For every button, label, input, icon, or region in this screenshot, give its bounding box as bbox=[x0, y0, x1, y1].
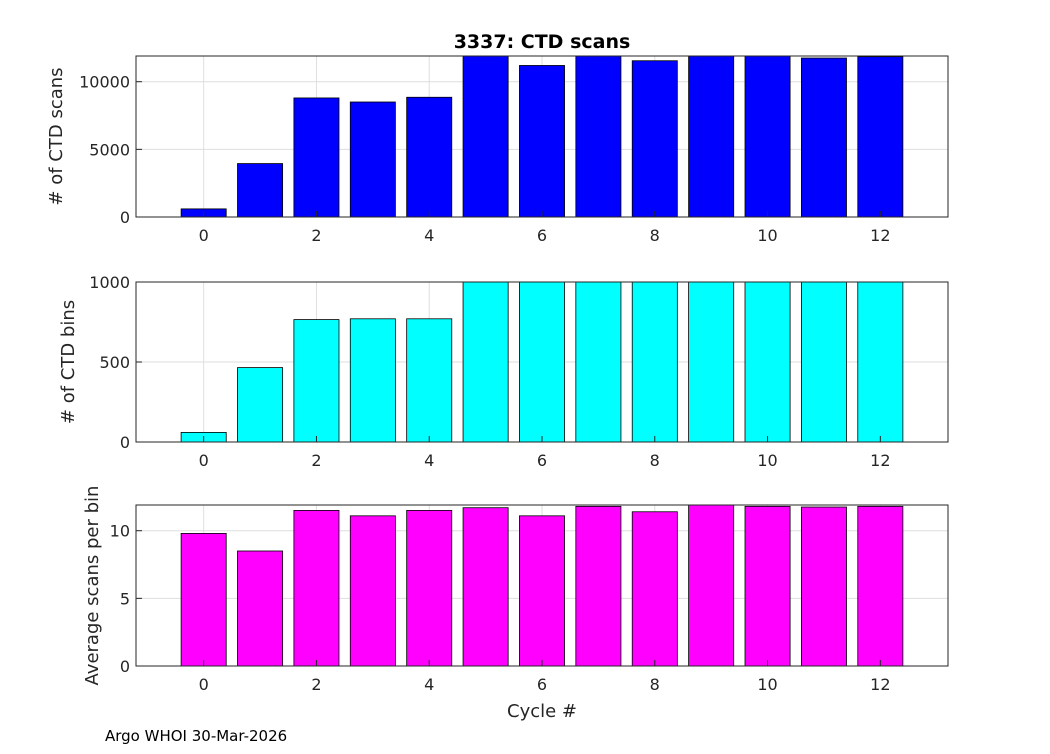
scans-x-tick-label: 2 bbox=[311, 226, 321, 245]
x-axis-label: Cycle # bbox=[507, 701, 577, 722]
bins-x-tick-label: 0 bbox=[199, 451, 209, 470]
average-bar bbox=[800, 506, 847, 667]
average-bar bbox=[575, 505, 622, 667]
bins-bar bbox=[575, 281, 622, 443]
bins-x-tick-label: 12 bbox=[870, 451, 890, 470]
scans-x-tick-label: 8 bbox=[650, 226, 660, 245]
scans-y-tick-label: 0 bbox=[120, 208, 130, 227]
bins-bar bbox=[519, 281, 565, 443]
bins-x-tick-label: 2 bbox=[311, 451, 321, 470]
bins-bar bbox=[349, 318, 396, 443]
average-bar bbox=[744, 505, 791, 667]
scans-x-tick-label: 6 bbox=[537, 226, 547, 245]
footer-credit: Argo WHOI 30-Mar-2026 bbox=[105, 727, 287, 745]
scans-bar bbox=[462, 55, 509, 218]
scans-panel: 0 2 4 6 8 10 12 0 5000 10000 # of CTD scans 3337:… bbox=[46, 31, 949, 245]
average-bar bbox=[180, 533, 227, 667]
bins-bar bbox=[237, 367, 284, 443]
scans-x-tick-label: 10 bbox=[757, 226, 777, 245]
bins-x-tick-label: 4 bbox=[424, 451, 434, 470]
bins-y-axis-label: # of CTD bins bbox=[58, 300, 79, 424]
average-x-tick-label: 4 bbox=[424, 675, 434, 694]
bins-bar bbox=[406, 318, 453, 443]
scans-y-tick-label: 5000 bbox=[89, 140, 130, 159]
scans-bar bbox=[519, 65, 565, 218]
scans-x-tick-label: 12 bbox=[870, 226, 890, 245]
bins-y-tick-label: 1000 bbox=[89, 273, 130, 292]
average-y-axis-label: Average scans per bin bbox=[82, 486, 103, 686]
scans-y-axis-label: # of CTD scans bbox=[46, 67, 67, 205]
average-x-tick-label: 6 bbox=[537, 675, 547, 694]
average-bar bbox=[462, 507, 509, 667]
bins-y-tick-label: 0 bbox=[120, 433, 130, 452]
scans-ticks: 0 2 4 6 8 10 12 0 5000 10000 bbox=[79, 73, 890, 245]
scans-bar bbox=[293, 97, 340, 218]
average-bar bbox=[293, 510, 340, 667]
scans-y-tick-label: 10000 bbox=[79, 73, 130, 92]
bins-y-tick-label: 500 bbox=[99, 353, 130, 372]
average-bars bbox=[180, 504, 904, 667]
scans-bar bbox=[800, 57, 847, 218]
average-x-tick-label: 2 bbox=[311, 675, 321, 694]
bins-x-tick-label: 6 bbox=[537, 451, 547, 470]
average-bar bbox=[349, 515, 396, 667]
bins-x-tick-label: 8 bbox=[650, 451, 660, 470]
bins-bar bbox=[293, 319, 340, 443]
scans-x-tick-label: 4 bbox=[424, 226, 434, 245]
average-bar bbox=[237, 550, 284, 667]
scans-bar bbox=[575, 55, 622, 218]
scans-bar bbox=[349, 101, 396, 218]
bins-bar bbox=[688, 281, 735, 443]
bins-bar bbox=[857, 281, 904, 443]
bins-bar bbox=[800, 281, 847, 443]
average-panel: 0 2 4 6 8 10 12 0 5 10 Average scans per bin Cycl… bbox=[82, 486, 949, 722]
scans-bar bbox=[688, 55, 735, 218]
bins-bar bbox=[462, 281, 509, 443]
scans-bar bbox=[406, 96, 453, 218]
scans-x-tick-label: 0 bbox=[199, 226, 209, 245]
bins-bars bbox=[180, 281, 904, 443]
scans-bar bbox=[237, 163, 284, 218]
average-bar bbox=[406, 510, 453, 667]
average-y-tick-label: 5 bbox=[120, 589, 130, 608]
average-x-tick-label: 0 bbox=[199, 675, 209, 694]
average-x-tick-label: 8 bbox=[650, 675, 660, 694]
scans-bar bbox=[744, 55, 791, 218]
average-bar bbox=[857, 505, 904, 667]
scans-bar bbox=[857, 56, 904, 218]
average-bar bbox=[519, 515, 565, 667]
average-y-tick-label: 10 bbox=[110, 522, 130, 541]
bins-panel: 0 2 4 6 8 10 12 0 500 1000 # of CTD bins bbox=[58, 273, 949, 470]
average-bar bbox=[631, 511, 678, 667]
chart-title: 3337: CTD scans bbox=[454, 31, 631, 53]
average-ticks: 0 2 4 6 8 10 12 0 5 10 bbox=[110, 522, 891, 694]
average-y-tick-label: 0 bbox=[120, 657, 130, 676]
scans-bars bbox=[180, 55, 904, 218]
scans-bar bbox=[631, 60, 678, 218]
average-x-tick-label: 10 bbox=[757, 675, 777, 694]
average-bar bbox=[688, 504, 735, 667]
average-x-tick-label: 12 bbox=[870, 675, 890, 694]
bins-bar bbox=[631, 281, 678, 443]
bins-ticks: 0 2 4 6 8 10 12 0 500 1000 bbox=[89, 273, 890, 470]
bins-x-tick-label: 10 bbox=[757, 451, 777, 470]
bins-bar bbox=[744, 281, 791, 443]
